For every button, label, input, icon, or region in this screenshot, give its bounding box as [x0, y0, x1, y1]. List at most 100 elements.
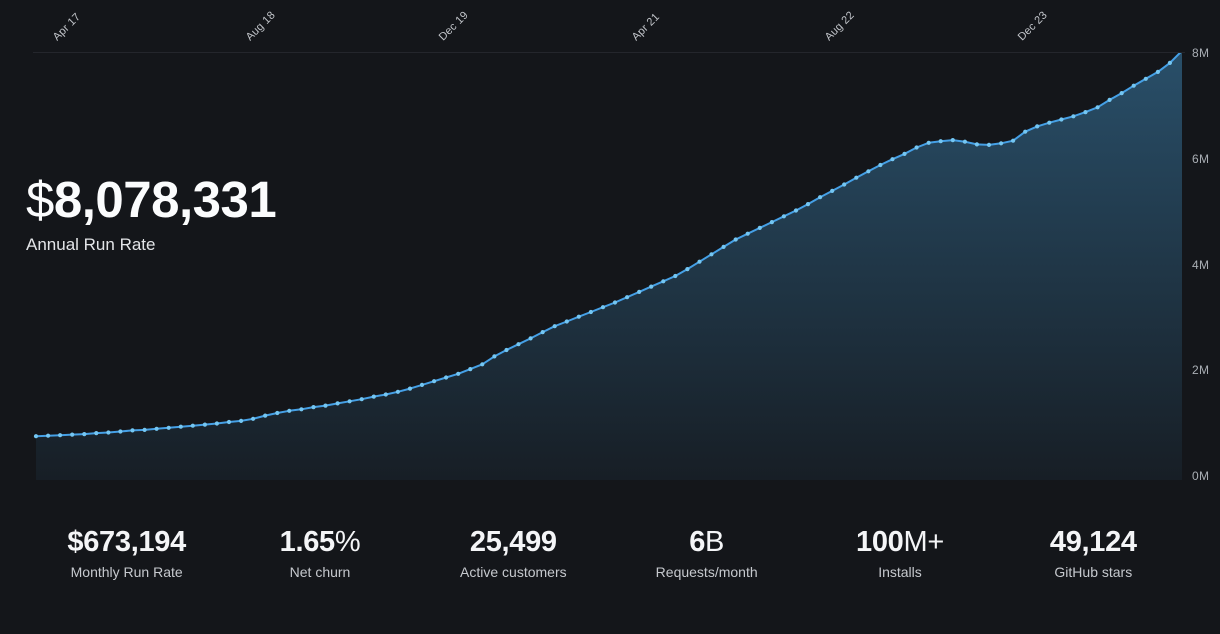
stat-value: $673,194: [67, 526, 186, 558]
data-point-marker: [649, 284, 654, 289]
x-tick-label: Apr 21: [629, 11, 663, 44]
data-point-marker: [962, 139, 968, 144]
top-gridline: [33, 52, 1185, 53]
data-point-marker: [769, 220, 775, 225]
stat-suffix: M+: [903, 526, 944, 558]
data-point-marker: [190, 423, 195, 428]
data-point-marker: [854, 175, 859, 180]
data-point-marker: [999, 141, 1004, 146]
data-point-marker: [287, 408, 292, 413]
data-point-marker: [504, 347, 509, 353]
data-point-marker: [781, 214, 787, 219]
data-point-marker: [1143, 76, 1148, 81]
data-point-marker: [805, 202, 811, 207]
data-point-marker: [612, 300, 618, 305]
data-point-marker: [1155, 69, 1160, 74]
data-point-marker: [419, 382, 425, 387]
data-point-marker: [673, 273, 678, 279]
data-point-marker: [974, 142, 980, 147]
y-tick-label: 6M: [1192, 151, 1210, 166]
stat-monthly-run-rate: $673,194 Monthly Run Rate: [30, 526, 223, 580]
data-point-marker: [926, 140, 931, 145]
y-tick-label: 0M: [1192, 469, 1210, 483]
data-point-marker: [552, 324, 557, 329]
y-tick-label: 8M: [1192, 46, 1210, 60]
data-point-marker: [480, 362, 485, 367]
data-point-marker: [323, 403, 328, 408]
stat-label: Net churn: [289, 564, 351, 580]
data-point-marker: [395, 389, 400, 394]
stat-github-stars: 49,124 GitHub stars: [997, 526, 1190, 580]
chart-area-fill: [36, 53, 1182, 480]
data-point-marker: [697, 259, 702, 264]
data-point-marker: [1119, 91, 1124, 96]
data-point-marker: [1083, 110, 1088, 115]
data-point-marker: [986, 142, 992, 147]
data-point-marker: [226, 419, 232, 425]
x-tick-label: Apr 17: [50, 11, 84, 44]
stat-value: 1.65: [279, 526, 336, 558]
data-point-marker: [625, 295, 630, 300]
data-point-marker: [1131, 83, 1136, 88]
stat-label: Installs: [878, 564, 922, 580]
data-point-marker: [1047, 120, 1052, 125]
stat-value: 49,124: [1049, 526, 1137, 558]
x-tick-label: Aug 22: [822, 9, 857, 44]
data-point-marker: [878, 162, 883, 168]
stat-label: Requests/month: [655, 564, 758, 580]
data-point-marker: [1023, 129, 1028, 134]
headline-amount: 8,078,331: [53, 171, 277, 228]
data-point-marker: [745, 231, 750, 236]
data-point-marker: [1071, 114, 1076, 119]
data-point-marker: [721, 244, 726, 249]
data-point-marker: [432, 379, 437, 384]
y-tick-label: 4M: [1192, 257, 1210, 272]
data-point-marker: [82, 432, 87, 437]
data-point-marker: [516, 342, 521, 347]
data-point-marker: [251, 416, 256, 421]
data-point-marker: [214, 421, 219, 426]
headline-label: Annual Run Rate: [26, 235, 156, 254]
data-point-marker: [154, 426, 159, 431]
data-point-marker: [564, 319, 569, 324]
stat-label: GitHub stars: [1054, 564, 1133, 580]
data-point-marker: [118, 429, 123, 434]
data-point-marker: [1095, 105, 1100, 110]
data-point-marker: [444, 375, 449, 380]
data-point-marker: [94, 431, 99, 436]
data-point-marker: [576, 314, 581, 319]
stat-net-churn: 1.65% Net churn: [223, 526, 416, 580]
data-point-marker: [106, 430, 111, 435]
data-point-marker: [359, 397, 364, 402]
data-point-marker: [588, 309, 594, 315]
data-point-marker: [239, 418, 244, 423]
data-point-marker: [311, 405, 316, 410]
stat-suffix: %: [334, 526, 361, 558]
data-point-marker: [371, 394, 376, 399]
data-point-marker: [938, 139, 943, 144]
data-point-marker: [1107, 97, 1112, 102]
data-point-marker: [1011, 138, 1016, 143]
data-point-marker: [1167, 60, 1172, 65]
data-point-marker: [407, 386, 413, 391]
data-point-marker: [178, 424, 183, 429]
stats-row: $673,194 Monthly Run Rate 1.65% Net chur…: [30, 526, 1190, 580]
data-point-marker: [347, 399, 352, 404]
stat-requests-per-month: 6B Requests/month: [610, 526, 803, 580]
annual-run-rate-headline: $8,078,331 Annual Run Rate: [26, 171, 277, 255]
data-point-marker: [830, 188, 835, 193]
data-point-marker: [914, 145, 919, 150]
data-point-marker: [46, 433, 51, 438]
stat-installs: 100M+ Installs: [803, 526, 996, 580]
arr-area-chart: [33, 53, 1185, 480]
data-point-marker: [468, 367, 473, 372]
data-point-marker: [902, 151, 907, 156]
data-point-marker: [70, 432, 75, 437]
data-point-marker: [130, 428, 135, 433]
stat-value: 100: [855, 526, 904, 558]
data-point-marker: [866, 169, 871, 174]
stat-label: Monthly Run Rate: [70, 564, 183, 580]
data-point-marker: [456, 371, 461, 376]
data-point-marker: [299, 407, 304, 412]
